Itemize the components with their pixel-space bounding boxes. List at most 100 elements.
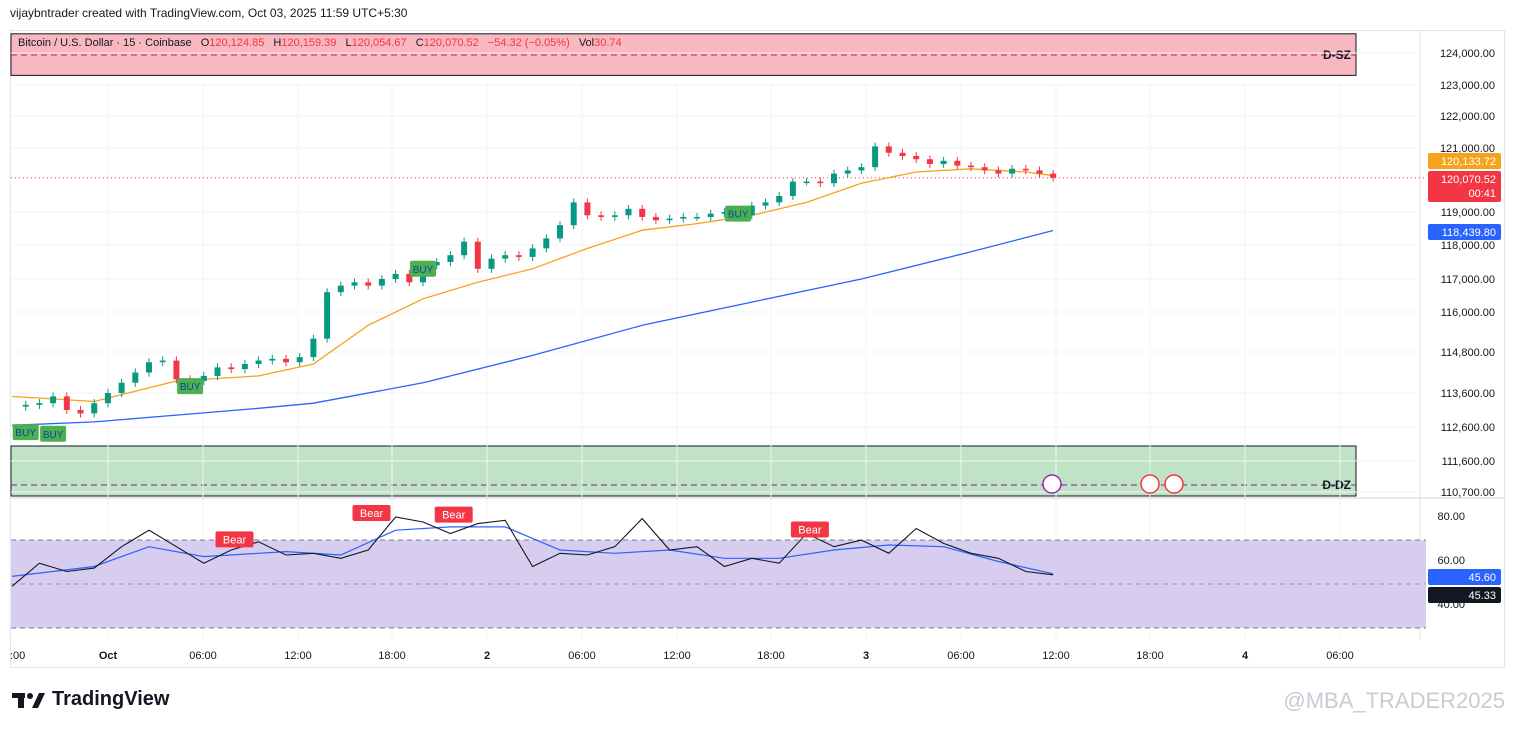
candle-body — [447, 255, 454, 262]
candle-body — [433, 262, 440, 266]
candle-body — [392, 273, 399, 279]
candle-body — [529, 248, 536, 257]
candle-body — [968, 165, 974, 168]
us-flag-icon — [1164, 474, 1184, 494]
candle-body — [1050, 173, 1057, 178]
price-axis-tick: 114,800.00 — [1441, 347, 1495, 359]
rsi-axis-tick: 80.00 — [1437, 511, 1465, 523]
price-axis-tick: 110,700.00 — [1441, 487, 1495, 499]
time-axis-tick: 12:00 — [284, 650, 312, 662]
tradingview-logo-icon — [12, 692, 45, 708]
ema-slow-badge-bg — [1428, 224, 1501, 240]
lightning-icon — [1042, 474, 1062, 494]
buy-signal-box — [40, 425, 67, 442]
tradingview-logo[interactable]: TradingView — [12, 688, 169, 711]
candle-body — [543, 238, 550, 249]
price-axis-tick: 117,000.00 — [1441, 274, 1495, 286]
candle-body — [488, 258, 495, 269]
chart-header-note: vijaybntrader created with TradingView.c… — [10, 6, 408, 20]
time-axis-tick: Oct — [99, 650, 118, 662]
legend-volume: 30.74 — [594, 37, 622, 49]
candle-body — [652, 216, 659, 221]
candle-body — [378, 279, 385, 286]
candle-body — [22, 404, 29, 407]
time-axis-tick: 12:00 — [663, 650, 691, 662]
legend-close-label: C — [416, 37, 424, 49]
price-axis-tick: 113,600.00 — [1441, 388, 1495, 400]
time-axis-tick: 06:00 — [947, 650, 975, 662]
candle-body — [502, 255, 509, 259]
candle-body — [1022, 168, 1029, 171]
candle-body — [789, 181, 796, 196]
legend-volume-label: Vol — [579, 37, 594, 49]
candle-body — [36, 403, 43, 405]
candle-body — [365, 282, 372, 286]
candle-body — [748, 205, 755, 216]
candle-body — [570, 202, 577, 226]
ema-fast-badge: 120,133.72 — [1441, 156, 1496, 168]
candle-body — [954, 160, 961, 166]
ema-slow-badge: 118,439.80 — [1442, 227, 1496, 239]
rsi-ma-badge: 45.60 — [1468, 572, 1496, 584]
candle-body — [173, 360, 180, 380]
time-axis-tick: :00 — [10, 650, 25, 662]
candle-body — [63, 396, 70, 410]
bear-signal-box — [790, 521, 829, 538]
candle-body — [776, 196, 783, 203]
tradingview-logo-text: TradingView — [52, 688, 170, 710]
price-axis-tick: 118,000.00 — [1441, 240, 1495, 252]
candle-body — [598, 215, 605, 217]
bear-signal-box — [352, 505, 391, 521]
bear-signal-label: Bear — [442, 510, 466, 522]
candle-body — [255, 360, 262, 364]
price-axis-tick: 122,000.00 — [1440, 111, 1495, 123]
buy-signal-label: BUY — [180, 382, 201, 393]
ema-fast-line — [11, 168, 1054, 403]
demand-zone-label: D-DZ — [1322, 478, 1351, 492]
candle-body — [283, 358, 289, 363]
last-price-badge: 00:41 — [1468, 188, 1496, 200]
candle-body — [831, 173, 837, 184]
time-axis-tick: 12:00 — [1042, 650, 1070, 662]
candle-body — [241, 363, 248, 370]
demand-zone — [10, 445, 1357, 497]
legend-open: 120,124.85 — [209, 37, 264, 49]
candle-body — [899, 152, 906, 156]
buy-signal-label: BUY — [728, 210, 749, 221]
last-price-badge: 120,070.52 — [1441, 174, 1496, 186]
ema-slow-line — [11, 229, 1054, 426]
candle-body — [474, 241, 481, 269]
candle-body — [995, 170, 1002, 174]
candle-body — [310, 338, 317, 358]
candle-body — [228, 367, 235, 370]
legend-low: 120,054.67 — [352, 37, 407, 49]
candle-body — [146, 362, 152, 373]
time-axis-tick: 3 — [863, 650, 869, 662]
candle-body — [803, 181, 810, 184]
candle-body — [981, 167, 988, 171]
bear-signal-box — [434, 506, 473, 523]
candle-body — [666, 218, 673, 221]
price-axis-tick: 119,000.00 — [1441, 207, 1495, 219]
legend-symbol: Bitcoin / U.S. Dollar · 15 · Coinbase — [18, 37, 192, 49]
buy-signal-label: BUY — [15, 428, 36, 439]
rsi-ma-badge-bg — [1428, 569, 1501, 585]
candle-body — [1036, 170, 1043, 174]
candle-body — [844, 170, 851, 174]
rsi-axis-tick: 60.00 — [1437, 555, 1465, 567]
rsi-ma-line — [11, 526, 1054, 577]
price-axis-tick: 111,600.00 — [1442, 456, 1495, 468]
rsi-band — [11, 540, 1426, 628]
buy-signal-box — [410, 260, 436, 277]
grid-layer — [9, 30, 1505, 640]
candle-body — [515, 255, 522, 257]
time-axis-tick: 06:00 — [1326, 650, 1354, 662]
candle-body — [611, 215, 618, 217]
bear-signal-label: Bear — [798, 525, 822, 537]
price-axis-tick: 112,600.00 — [1441, 422, 1495, 434]
candle-body — [77, 410, 84, 414]
candle-body — [118, 382, 125, 393]
legend-open-label: O — [201, 37, 210, 49]
candle-body — [584, 202, 591, 216]
